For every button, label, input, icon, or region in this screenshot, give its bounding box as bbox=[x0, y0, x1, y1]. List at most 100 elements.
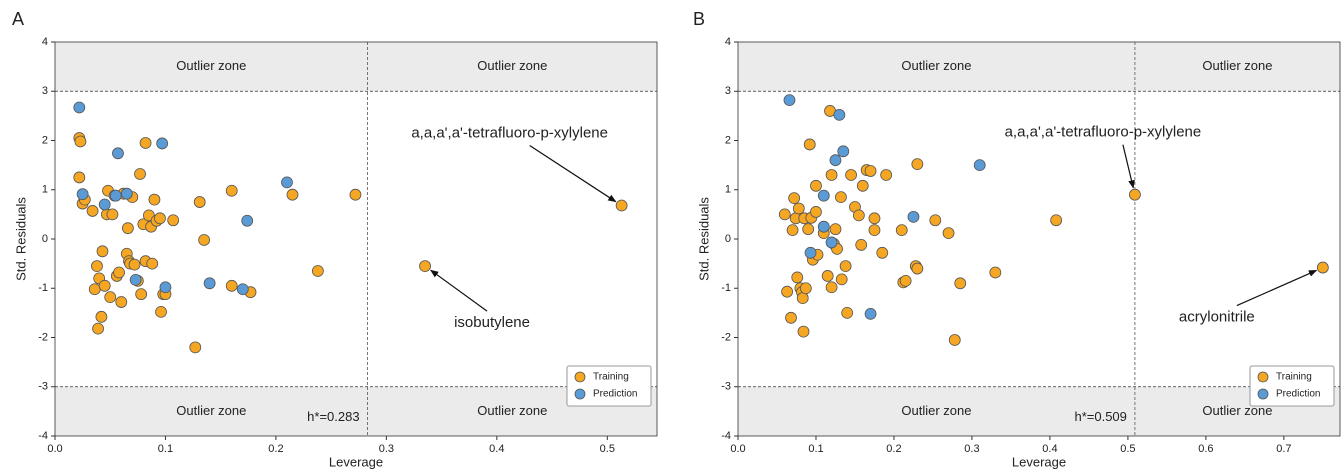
x-tick-label: 0.4 bbox=[1042, 443, 1057, 455]
point bbox=[825, 236, 838, 249]
point bbox=[122, 222, 134, 235]
point bbox=[1129, 188, 1141, 201]
point bbox=[419, 260, 431, 272]
point bbox=[113, 266, 125, 279]
y-tick-label: 0 bbox=[725, 233, 731, 245]
y-tick-label: 2 bbox=[725, 134, 731, 146]
point bbox=[948, 334, 961, 346]
point bbox=[349, 188, 362, 201]
y-tick-label: 4 bbox=[725, 36, 731, 48]
point bbox=[821, 270, 834, 282]
point bbox=[73, 101, 86, 114]
point bbox=[91, 260, 103, 272]
x-tick-label: 0.3 bbox=[379, 443, 394, 455]
point bbox=[791, 271, 804, 284]
point bbox=[95, 310, 108, 323]
x-tick-label: 0.0 bbox=[47, 443, 62, 455]
h-star-label: h*=0.509 bbox=[1074, 409, 1126, 424]
annotation-label: isobutylene bbox=[454, 314, 530, 331]
y-axis-label: Std. Residuals bbox=[13, 197, 28, 281]
point bbox=[835, 191, 847, 204]
x-tick-label: 0.3 bbox=[964, 443, 979, 455]
point bbox=[189, 341, 202, 354]
point bbox=[155, 305, 167, 318]
panel-label: A bbox=[12, 9, 24, 29]
point bbox=[825, 169, 838, 181]
y-tick-label: 3 bbox=[42, 85, 48, 97]
point bbox=[833, 108, 846, 121]
y-tick-label: -2 bbox=[38, 331, 48, 343]
annotation-arrow bbox=[529, 145, 617, 203]
y-axis-label: Std. Residuals bbox=[696, 197, 711, 281]
point bbox=[193, 196, 206, 208]
point bbox=[104, 291, 117, 304]
annotation-arrow bbox=[1236, 269, 1318, 307]
annotation-arrow bbox=[1122, 144, 1135, 189]
point bbox=[236, 283, 249, 296]
point bbox=[864, 307, 877, 320]
point bbox=[115, 296, 128, 308]
outlier-band bbox=[738, 42, 1340, 92]
point bbox=[203, 277, 216, 290]
legend-label: Prediction bbox=[1276, 389, 1320, 400]
point bbox=[797, 325, 810, 338]
point bbox=[92, 322, 104, 335]
y-tick-label: -4 bbox=[38, 430, 48, 442]
outlier-band bbox=[738, 386, 1340, 436]
point bbox=[899, 274, 912, 287]
x-tick-label: 0.5 bbox=[600, 443, 615, 455]
y-tick-label: -2 bbox=[721, 331, 731, 343]
point bbox=[112, 147, 124, 160]
point bbox=[154, 212, 166, 225]
annotation-label: acrylonitrile bbox=[1179, 309, 1255, 326]
point bbox=[954, 277, 967, 290]
y-tick-label: 1 bbox=[42, 184, 48, 196]
point bbox=[804, 246, 817, 259]
point bbox=[837, 145, 850, 158]
legend-label: Training bbox=[1276, 372, 1312, 383]
zone-label: Outlier zone bbox=[477, 58, 547, 73]
point bbox=[167, 214, 180, 227]
point bbox=[146, 257, 159, 270]
point bbox=[911, 158, 924, 171]
point bbox=[98, 279, 111, 292]
x-axis-label: Leverage bbox=[329, 454, 383, 469]
zone-label: Outlier zone bbox=[477, 403, 547, 418]
y-tick-label: 2 bbox=[42, 134, 48, 146]
point bbox=[817, 220, 830, 233]
legend-marker bbox=[1257, 371, 1269, 383]
y-tick-label: -4 bbox=[721, 430, 731, 442]
point bbox=[845, 169, 857, 181]
point bbox=[911, 262, 924, 275]
point bbox=[792, 202, 805, 215]
y-tick-label: -1 bbox=[721, 282, 731, 294]
point bbox=[880, 169, 893, 181]
point bbox=[241, 214, 254, 227]
x-tick-label: 0.0 bbox=[730, 443, 745, 455]
point bbox=[929, 214, 942, 227]
point bbox=[835, 273, 848, 286]
annotation-label: a,a,a',a'-tetrafluoro-p-xylylene bbox=[1005, 124, 1202, 141]
x-tick-label: 0.6 bbox=[1198, 443, 1213, 455]
panel-label: B bbox=[693, 9, 705, 29]
point bbox=[311, 265, 324, 277]
point bbox=[139, 137, 152, 149]
point bbox=[907, 210, 920, 223]
point bbox=[615, 199, 628, 212]
point bbox=[810, 206, 822, 218]
x-tick-label: 0.2 bbox=[886, 443, 901, 455]
point bbox=[876, 246, 889, 259]
point bbox=[864, 165, 877, 177]
point bbox=[829, 154, 842, 167]
point bbox=[817, 189, 830, 202]
y-tick-label: -3 bbox=[721, 381, 731, 393]
point bbox=[778, 208, 791, 221]
zone-label: Outlier zone bbox=[901, 403, 971, 418]
point bbox=[785, 311, 797, 324]
point bbox=[989, 266, 1002, 279]
annotation-label: a,a,a',a'-tetrafluoro-p-xylylene bbox=[411, 124, 608, 141]
zone-label: Outlier zone bbox=[176, 58, 246, 73]
point bbox=[781, 285, 794, 298]
point bbox=[1050, 214, 1063, 227]
zone-label: Outlier zone bbox=[901, 58, 971, 73]
